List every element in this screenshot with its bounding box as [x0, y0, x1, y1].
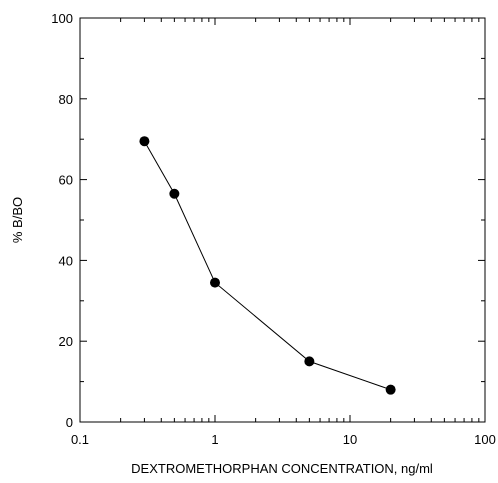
y-tick-label: 40	[59, 253, 73, 268]
data-point	[139, 136, 150, 147]
x-axis-label: DEXTROMETHORPHAN CONCENTRATION, ng/ml	[131, 461, 433, 476]
plot-frame	[79, 17, 486, 423]
x-tick-label: 1	[211, 432, 218, 447]
axis-ticks	[79, 17, 486, 423]
data-point	[210, 277, 220, 288]
data-point	[385, 384, 396, 395]
y-tick-label: 20	[59, 334, 73, 349]
y-axis-label: % B/BO	[10, 197, 25, 243]
data-point	[304, 356, 315, 367]
x-tick-label: 0.1	[71, 432, 89, 447]
series-line	[143, 140, 391, 391]
y-tick-label: 60	[59, 173, 73, 188]
y-tick-label: 0	[66, 415, 73, 430]
y-tick-label: 80	[59, 92, 73, 107]
data-points	[139, 136, 396, 395]
x-tick-label: 100	[474, 432, 496, 447]
x-tick-labels: 0.1 1 10 100	[71, 432, 496, 447]
data-point	[169, 188, 180, 199]
y-tick-label: 100	[51, 11, 73, 26]
x-tick-label: 10	[343, 432, 357, 447]
y-tick-labels: 0 20 40 60 80 100	[51, 11, 73, 430]
